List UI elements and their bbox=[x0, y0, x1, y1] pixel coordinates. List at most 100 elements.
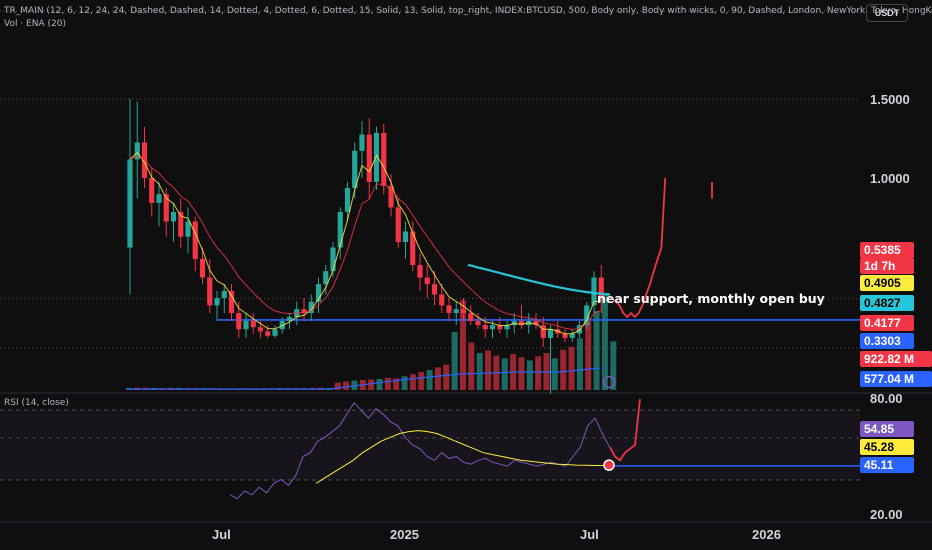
candle-body bbox=[475, 321, 481, 326]
candle-body bbox=[591, 277, 597, 306]
candle-body bbox=[518, 321, 525, 326]
candle-body bbox=[439, 294, 445, 306]
candle-body bbox=[228, 290, 235, 314]
rsi-line bbox=[229, 401, 611, 500]
candle-body bbox=[315, 284, 322, 302]
volume-bar bbox=[560, 349, 567, 390]
volume-bar bbox=[576, 338, 583, 390]
candle-body bbox=[562, 333, 568, 338]
currency-selector[interactable]: USDT bbox=[866, 4, 908, 22]
price-projection-line bbox=[611, 177, 667, 319]
candle-body bbox=[359, 134, 365, 151]
candle-body bbox=[424, 277, 430, 285]
candle-body bbox=[511, 321, 517, 326]
candle-body bbox=[540, 325, 546, 338]
candle-body bbox=[199, 258, 206, 278]
candle-body bbox=[598, 277, 604, 299]
candle-body bbox=[330, 247, 336, 272]
volume-bar bbox=[384, 377, 391, 390]
candle-body bbox=[453, 309, 459, 314]
rsi-level-tag: 45.11 bbox=[860, 457, 914, 473]
price-tag-level: 0.4177 bbox=[860, 315, 914, 331]
volume-bar bbox=[376, 378, 383, 390]
rsi-panel bbox=[0, 393, 860, 533]
candle-body bbox=[308, 301, 314, 314]
rsi-axis-label: 80.00 bbox=[870, 391, 903, 406]
volume-bar bbox=[334, 382, 341, 390]
volume-bar bbox=[535, 356, 542, 390]
candle-body bbox=[366, 134, 372, 182]
price-tag-low: 0.3303 bbox=[860, 333, 914, 349]
candle-body bbox=[584, 305, 590, 326]
candle-body bbox=[533, 321, 539, 326]
candle-body bbox=[163, 194, 169, 222]
time-axis-label: Jul bbox=[580, 527, 599, 542]
volume-bar bbox=[476, 353, 483, 390]
volume-tag: 922.82 M bbox=[860, 351, 932, 367]
volume-bar bbox=[443, 364, 450, 390]
volume-ma-tag: 577.04 M bbox=[860, 371, 932, 387]
candle-body bbox=[373, 132, 380, 182]
candle-body bbox=[431, 284, 438, 295]
candle-body bbox=[170, 211, 177, 222]
volume-bar bbox=[485, 350, 492, 390]
volume-ma-line bbox=[126, 367, 601, 390]
time-axis-label: 2026 bbox=[752, 527, 781, 542]
candle-body bbox=[286, 316, 293, 322]
candle-body bbox=[460, 309, 467, 314]
candle-body bbox=[127, 159, 133, 248]
candle-body bbox=[395, 207, 401, 243]
volume-bar bbox=[501, 358, 508, 390]
candle-body bbox=[547, 329, 554, 338]
candle-body bbox=[250, 321, 256, 328]
rsi-header: RSI (14, close) bbox=[4, 398, 69, 408]
candle-body bbox=[482, 325, 488, 330]
volume-bar bbox=[351, 380, 358, 390]
candle-body bbox=[156, 194, 162, 203]
volume-bar bbox=[434, 367, 441, 390]
candle-body bbox=[344, 187, 351, 212]
price-axis-label: 1.0000 bbox=[870, 171, 910, 186]
candle-body bbox=[243, 321, 249, 330]
candle-body bbox=[417, 264, 423, 278]
candle-body bbox=[134, 142, 140, 160]
candle-body bbox=[149, 178, 155, 203]
candle-body bbox=[301, 309, 307, 314]
volume-bar bbox=[518, 357, 525, 390]
rsi-ma-tag: 45.28 bbox=[860, 439, 914, 455]
volume-bar bbox=[401, 376, 408, 390]
volume-bar bbox=[343, 381, 350, 390]
candle-body bbox=[337, 211, 343, 248]
volume-bar bbox=[418, 372, 425, 390]
rsi-band bbox=[0, 410, 860, 480]
volume-bar bbox=[551, 358, 558, 390]
rsi-projection-line bbox=[609, 398, 641, 462]
candle-body bbox=[178, 211, 184, 237]
rsi-marker bbox=[603, 459, 615, 471]
volume-header: Vol · ENA (20) bbox=[4, 19, 66, 29]
candle-body bbox=[410, 231, 416, 265]
volume-bar bbox=[610, 341, 617, 390]
candle-body bbox=[221, 290, 227, 299]
ema-slow-line bbox=[129, 155, 602, 330]
candle-body bbox=[402, 231, 409, 243]
rsi-tag: 54.85 bbox=[860, 421, 914, 437]
price-tag-ema: 0.4905 bbox=[860, 275, 914, 291]
time-axis-label: Jul bbox=[212, 527, 231, 542]
annotation-text: near support, monthly open buy bbox=[597, 291, 825, 306]
volume-bar bbox=[568, 346, 575, 390]
candle-body bbox=[236, 313, 242, 330]
volume-bar bbox=[460, 300, 466, 390]
candle-body bbox=[207, 277, 213, 306]
volume-bar bbox=[368, 379, 375, 390]
candle-body bbox=[446, 305, 452, 314]
candle-body bbox=[352, 150, 358, 188]
volume-bar bbox=[526, 360, 533, 390]
ema-fast-line bbox=[129, 151, 602, 335]
price-tag-support: 0.4827 bbox=[860, 295, 914, 311]
candle-body bbox=[497, 325, 503, 330]
cyan-ma-line bbox=[467, 263, 611, 296]
candle-body bbox=[381, 132, 387, 186]
volume-bar bbox=[451, 331, 458, 390]
